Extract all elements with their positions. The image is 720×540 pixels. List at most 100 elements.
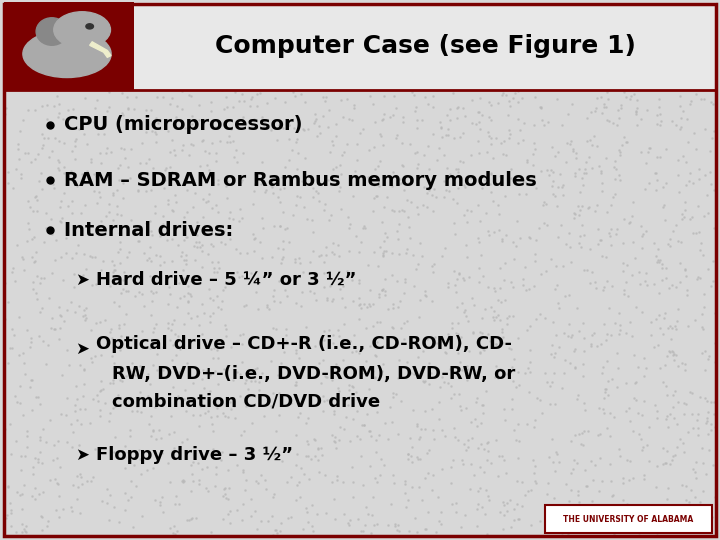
Point — [292, 413, 304, 422]
Point — [564, 319, 575, 328]
Point — [119, 154, 130, 163]
Point — [449, 281, 461, 290]
Point — [446, 319, 458, 327]
Point — [510, 383, 522, 391]
Point — [466, 207, 477, 215]
Point — [706, 134, 717, 143]
Point — [551, 94, 562, 103]
Point — [361, 302, 373, 311]
Point — [146, 126, 158, 135]
Point — [343, 224, 355, 233]
Point — [314, 4, 325, 12]
Point — [35, 448, 46, 457]
Point — [461, 25, 472, 33]
Point — [236, 357, 248, 366]
Point — [613, 363, 624, 372]
Point — [265, 181, 276, 190]
Point — [94, 65, 105, 74]
Point — [478, 272, 490, 281]
Point — [27, 48, 38, 56]
Point — [531, 183, 542, 192]
Point — [411, 147, 423, 156]
Point — [549, 285, 561, 294]
Point — [335, 275, 346, 284]
Point — [664, 348, 675, 356]
Point — [171, 527, 183, 536]
Point — [237, 213, 248, 222]
Point — [444, 186, 455, 195]
Point — [665, 44, 677, 53]
Point — [232, 25, 243, 33]
Text: ➤: ➤ — [75, 271, 89, 289]
Point — [675, 123, 687, 132]
Point — [326, 376, 338, 384]
Point — [58, 188, 70, 197]
Point — [474, 93, 486, 102]
Point — [27, 278, 39, 286]
Point — [122, 104, 134, 112]
Point — [107, 376, 119, 384]
Point — [207, 308, 218, 317]
Point — [513, 515, 525, 523]
Point — [276, 457, 288, 465]
Point — [577, 173, 588, 182]
Point — [672, 442, 683, 451]
Point — [423, 508, 434, 517]
Point — [318, 327, 330, 336]
Point — [474, 347, 485, 356]
Point — [104, 73, 115, 82]
Point — [271, 86, 283, 94]
Point — [636, 75, 648, 83]
Point — [30, 105, 41, 114]
Point — [345, 437, 356, 446]
Point — [527, 18, 539, 26]
Point — [331, 476, 343, 484]
Point — [25, 334, 37, 342]
Point — [123, 457, 135, 465]
Point — [258, 118, 270, 126]
Point — [413, 260, 424, 268]
Point — [580, 165, 591, 173]
Polygon shape — [90, 42, 111, 57]
Point — [372, 318, 383, 326]
Point — [412, 421, 423, 430]
Point — [702, 430, 714, 438]
Point — [395, 179, 407, 187]
Point — [148, 426, 159, 434]
Point — [9, 331, 20, 340]
Point — [570, 35, 582, 43]
Point — [27, 376, 38, 384]
Point — [5, 449, 17, 458]
Point — [131, 402, 143, 410]
Point — [231, 157, 243, 166]
Point — [687, 31, 698, 39]
Point — [427, 129, 438, 138]
Point — [438, 177, 449, 185]
Point — [89, 445, 101, 454]
Point — [548, 493, 559, 502]
Point — [356, 343, 368, 352]
Point — [353, 314, 364, 323]
Point — [452, 33, 464, 42]
Point — [169, 330, 181, 339]
Point — [45, 25, 56, 33]
Point — [307, 526, 319, 535]
Point — [303, 475, 315, 483]
Point — [687, 410, 698, 418]
Point — [284, 71, 296, 79]
Point — [214, 137, 225, 145]
Point — [378, 110, 390, 118]
Point — [472, 137, 484, 146]
Point — [490, 134, 501, 143]
Point — [200, 198, 212, 207]
Point — [193, 238, 204, 246]
Point — [287, 145, 298, 154]
Point — [227, 376, 238, 385]
Point — [572, 304, 583, 313]
Point — [235, 178, 246, 187]
Point — [18, 38, 30, 46]
Point — [301, 504, 312, 512]
Point — [472, 444, 484, 453]
Point — [269, 221, 280, 230]
Point — [655, 116, 667, 125]
